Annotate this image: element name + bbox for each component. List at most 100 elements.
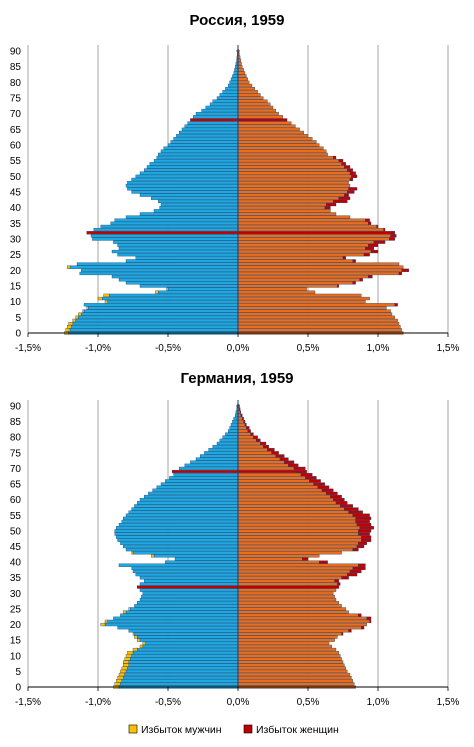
male-bar bbox=[200, 454, 239, 458]
male-excess-bar bbox=[121, 666, 128, 670]
male-bar bbox=[156, 155, 239, 160]
male-bar bbox=[141, 594, 239, 599]
y-tick-label: 30 bbox=[10, 235, 22, 246]
female-bar bbox=[237, 663, 345, 667]
female-bar bbox=[237, 416, 243, 421]
female-excess-bar bbox=[373, 240, 386, 244]
female-excess-bar bbox=[348, 629, 352, 633]
female-bar bbox=[237, 569, 351, 574]
y-tick-label: 85 bbox=[10, 62, 22, 73]
female-excess-bar bbox=[361, 535, 372, 539]
male-bar bbox=[234, 68, 239, 72]
female-excess-bar bbox=[344, 193, 349, 197]
female-bar bbox=[237, 457, 281, 461]
male-bar bbox=[81, 268, 239, 272]
female-bar bbox=[237, 666, 346, 670]
female-excess-bar bbox=[296, 469, 307, 474]
female-bar bbox=[237, 303, 395, 307]
male-bar bbox=[128, 663, 239, 667]
female-bar bbox=[237, 171, 351, 175]
female-bar bbox=[237, 479, 310, 483]
male-bar bbox=[144, 579, 239, 583]
female-excess-bar bbox=[348, 187, 358, 191]
y-tick-label: 90 bbox=[10, 47, 22, 58]
female-bar bbox=[237, 152, 328, 157]
female-excess-bar bbox=[250, 432, 254, 436]
female-excess-bar bbox=[370, 249, 379, 254]
male-excess-bar bbox=[142, 641, 146, 645]
female-bar bbox=[237, 654, 341, 658]
male-excess-bar bbox=[78, 312, 82, 316]
female-excess-bar bbox=[341, 576, 349, 580]
male-bar bbox=[176, 133, 239, 138]
female-bar bbox=[237, 429, 248, 433]
female-bar bbox=[237, 669, 348, 674]
female-excess-bar bbox=[347, 168, 353, 172]
male-bar bbox=[135, 174, 239, 178]
female-bar bbox=[237, 641, 330, 645]
male-bar bbox=[173, 137, 239, 141]
male-bar bbox=[159, 206, 239, 210]
male-bar bbox=[184, 463, 239, 467]
female-bar bbox=[237, 460, 285, 464]
female-excess-bar bbox=[340, 504, 353, 508]
female-bar bbox=[237, 227, 384, 232]
y-tick-label: 55 bbox=[10, 511, 22, 522]
female-bar bbox=[237, 162, 342, 166]
male-bar bbox=[128, 629, 239, 633]
male-bar bbox=[181, 127, 239, 131]
male-bar bbox=[120, 541, 239, 545]
male-bar bbox=[128, 510, 239, 514]
female-bar bbox=[237, 180, 349, 185]
female-excess-bar bbox=[366, 616, 372, 620]
female-bar bbox=[237, 563, 359, 567]
male-bar bbox=[132, 551, 239, 555]
male-excess-bar bbox=[137, 638, 141, 642]
x-tick-label: 1,0% bbox=[367, 697, 390, 708]
female-excess-bar bbox=[253, 435, 258, 439]
female-excess-bar bbox=[391, 231, 395, 235]
female-excess-bar bbox=[363, 253, 370, 257]
y-tick-label: 0 bbox=[15, 329, 21, 340]
male-bar bbox=[76, 262, 239, 266]
male-bar bbox=[148, 491, 239, 496]
female-excess-bar bbox=[267, 448, 275, 452]
female-excess-bar bbox=[271, 451, 279, 455]
male-bar bbox=[116, 526, 239, 530]
y-tick-label: 5 bbox=[15, 313, 21, 324]
female-bar bbox=[237, 535, 362, 539]
female-bar bbox=[237, 321, 400, 326]
female-bar bbox=[237, 463, 289, 467]
male-bar bbox=[111, 274, 239, 279]
male-bar bbox=[125, 669, 239, 674]
female-bar bbox=[237, 309, 391, 313]
male-bar bbox=[78, 315, 239, 319]
female-bar bbox=[237, 202, 327, 207]
female-bar bbox=[237, 526, 360, 530]
male-bar bbox=[72, 321, 239, 326]
y-tick-label: 50 bbox=[10, 172, 22, 183]
male-excess-bar bbox=[75, 315, 79, 319]
male-bar bbox=[135, 572, 239, 577]
male-excess-bar bbox=[151, 554, 155, 558]
female-bar bbox=[237, 262, 400, 266]
male-bar bbox=[184, 124, 239, 128]
male-bar bbox=[139, 588, 239, 592]
male-bar bbox=[193, 115, 239, 119]
female-bar bbox=[237, 159, 339, 163]
male-bar bbox=[120, 613, 239, 617]
y-tick-label: 80 bbox=[10, 433, 22, 444]
female-excess-bar bbox=[263, 444, 269, 449]
female-bar bbox=[237, 206, 325, 210]
male-bar bbox=[145, 641, 239, 645]
female-bar bbox=[237, 240, 374, 244]
male-bar bbox=[69, 328, 239, 332]
female-excess-bar bbox=[338, 196, 351, 200]
female-excess-bar bbox=[352, 548, 359, 552]
female-bar bbox=[237, 155, 334, 160]
y-tick-label: 10 bbox=[10, 651, 22, 662]
male-bar bbox=[114, 529, 239, 533]
legend-swatch-excess-male bbox=[128, 724, 138, 734]
female-bar bbox=[237, 137, 313, 141]
male-excess-bar bbox=[67, 265, 71, 269]
